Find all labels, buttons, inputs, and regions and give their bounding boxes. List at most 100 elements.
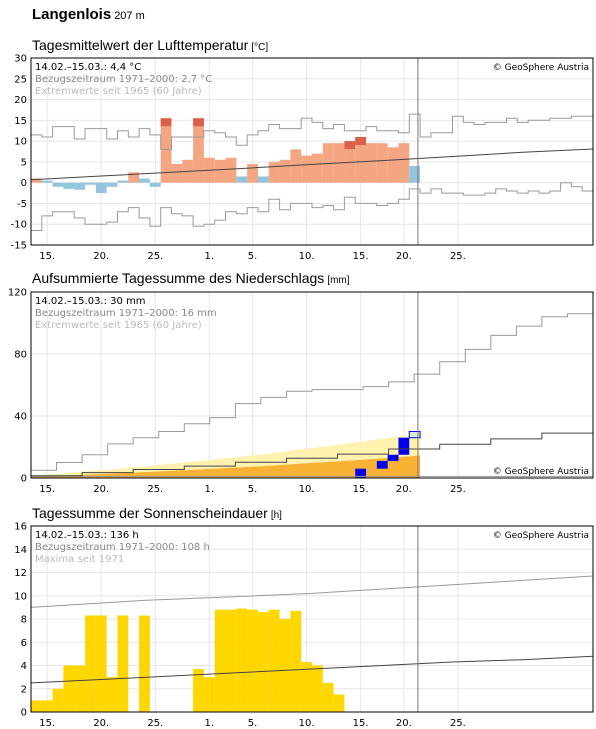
- temp-xtick-label: 15.: [353, 251, 369, 262]
- temp-bar: [366, 143, 377, 183]
- temp-ytick-label: 30: [14, 54, 27, 65]
- sun-bar: [257, 612, 269, 712]
- precip-ytick-label: 40: [14, 412, 27, 423]
- sun-xtick-label: 20.: [93, 718, 109, 729]
- sun-bar: [193, 668, 204, 712]
- temp-plot-frame: [30, 57, 594, 246]
- sun-xtick-label: 10.: [299, 718, 315, 729]
- precip-ytick-label: 120: [8, 288, 27, 299]
- temp-bar: [139, 178, 150, 183]
- temp-bar: [376, 143, 388, 183]
- temp-title-text: Tagesmittelwert der Lufttemperatur: [32, 37, 249, 53]
- sun-info-reference: Bezugszeitraum 1971–2000: 108 h: [35, 542, 210, 553]
- temp-bar: [355, 136, 367, 183]
- sun-plot-frame: [30, 525, 594, 713]
- sun-ytick-label: 16: [14, 522, 27, 533]
- precip-chart: 0 40 80 120 15. 20. 25. 1. 5. 10. 15. 20. 25. 14.02.–…: [8, 288, 594, 495]
- temp-bar: [236, 176, 248, 183]
- sun-bar: [117, 615, 129, 712]
- temp-xtick-label: 25.: [147, 251, 163, 262]
- sun-ytick-label: 12: [14, 568, 27, 579]
- temp-xtick-label: 20.: [396, 251, 412, 262]
- sun-ytick-label: 14: [14, 545, 27, 556]
- temp-bar: [171, 163, 183, 183]
- precip-actual-fill: [31, 455, 421, 478]
- temp-bar: [257, 176, 269, 183]
- precip-xtick-label: 1.: [205, 484, 215, 495]
- temp-bar: [63, 182, 75, 189]
- station-elevation: 207 m: [114, 10, 145, 22]
- sun-maxima-line: [30, 575, 594, 608]
- temp-bar-warm-top: [355, 136, 367, 145]
- temp-ytick-label: -10: [11, 220, 27, 231]
- sun-climate-mean-line: [30, 655, 594, 684]
- sun-xtick-label: 25.: [147, 718, 163, 729]
- sun-bar: [333, 694, 345, 712]
- sun-bar: [85, 615, 96, 712]
- temp-bar-warm-top: [193, 118, 204, 127]
- sun-bar: [279, 619, 291, 712]
- temp-ytick-label: 25: [14, 74, 27, 85]
- sun-ytick-label: 4: [21, 661, 27, 672]
- temp-bar: [31, 178, 42, 183]
- temp-extreme-min-line: [31, 182, 593, 231]
- station-name: Langenlois: [32, 6, 112, 23]
- temp-bar: [225, 157, 237, 183]
- precip-xtick-label: 20.: [93, 484, 109, 495]
- sun-bar: [290, 610, 302, 712]
- precip-xtick-label: 15.: [353, 484, 369, 495]
- temp-bar: [128, 172, 140, 183]
- temp-bar: [268, 161, 280, 183]
- temp-bar: [160, 118, 172, 183]
- precip-daily-step: [387, 454, 399, 461]
- precip-daily-step: [398, 437, 410, 455]
- temp-bar: [279, 159, 291, 183]
- precip-plot-frame: [30, 291, 594, 479]
- sun-bar: [214, 609, 226, 712]
- temp-extreme-max-line: [31, 113, 593, 150]
- sun-title-text: Tagessumme der Sonnenscheindauer: [32, 505, 268, 521]
- temp-xtick-label: 5.: [248, 251, 258, 262]
- temp-bar: [85, 182, 96, 185]
- temp-bar: [52, 182, 64, 187]
- sun-bar: [312, 665, 323, 712]
- sun-xtick-label: 20.: [396, 718, 412, 729]
- temp-bar: [409, 166, 421, 183]
- temp-bar: [301, 155, 312, 183]
- sun-bar: [63, 665, 75, 712]
- temp-bar: [106, 182, 118, 187]
- temp-ytick-label: 5: [21, 157, 27, 168]
- temp-bar-warm-top: [160, 118, 172, 127]
- sun-bar: [236, 608, 248, 712]
- temp-ytick-label: -15: [11, 241, 27, 252]
- sun-copyright: © GeoSphere Austria: [493, 531, 589, 541]
- temp-bar: [214, 159, 226, 183]
- temp-xtick-label: 20.: [93, 251, 109, 262]
- temp-bar-warm-top: [344, 141, 356, 150]
- sun-info-period: 14.02.–15.03.: 136 h: [35, 530, 139, 541]
- temp-xtick-label: 10.: [299, 251, 315, 262]
- sun-bar: [95, 615, 107, 712]
- sun-bar: [139, 615, 150, 712]
- sun-chart-title: Tagessumme der Sonnenscheindauer [h]: [32, 505, 282, 521]
- precip-xtick-label: 15.: [39, 484, 55, 495]
- precip-xtick-label: 5.: [248, 484, 258, 495]
- sun-bar: [106, 677, 118, 712]
- temp-info-extremes: Extremwerte seit 1965 (60 Jahre): [35, 86, 202, 97]
- temp-ytick-label: 15: [14, 116, 27, 127]
- temp-copyright: © GeoSphere Austria: [493, 63, 589, 73]
- temp-bar: [95, 182, 107, 194]
- sun-xtick-label: 15.: [39, 718, 55, 729]
- precip-daily-step: [408, 431, 421, 439]
- temp-climate-mean-line: [30, 148, 594, 181]
- precip-copyright: © GeoSphere Austria: [493, 467, 589, 477]
- temp-bar: [193, 118, 204, 183]
- station-title: Langenlois 207 m: [32, 6, 145, 23]
- temp-bar: [149, 182, 161, 187]
- sun-ytick-label: 0: [21, 708, 27, 719]
- sun-bar: [268, 609, 280, 712]
- sun-ytick-label: 2: [21, 684, 27, 695]
- precip-xtick-label: 25.: [450, 484, 466, 495]
- precip-info-period: 14.02.–15.03.: 30 mm: [35, 296, 146, 307]
- sun-bar: [247, 609, 258, 712]
